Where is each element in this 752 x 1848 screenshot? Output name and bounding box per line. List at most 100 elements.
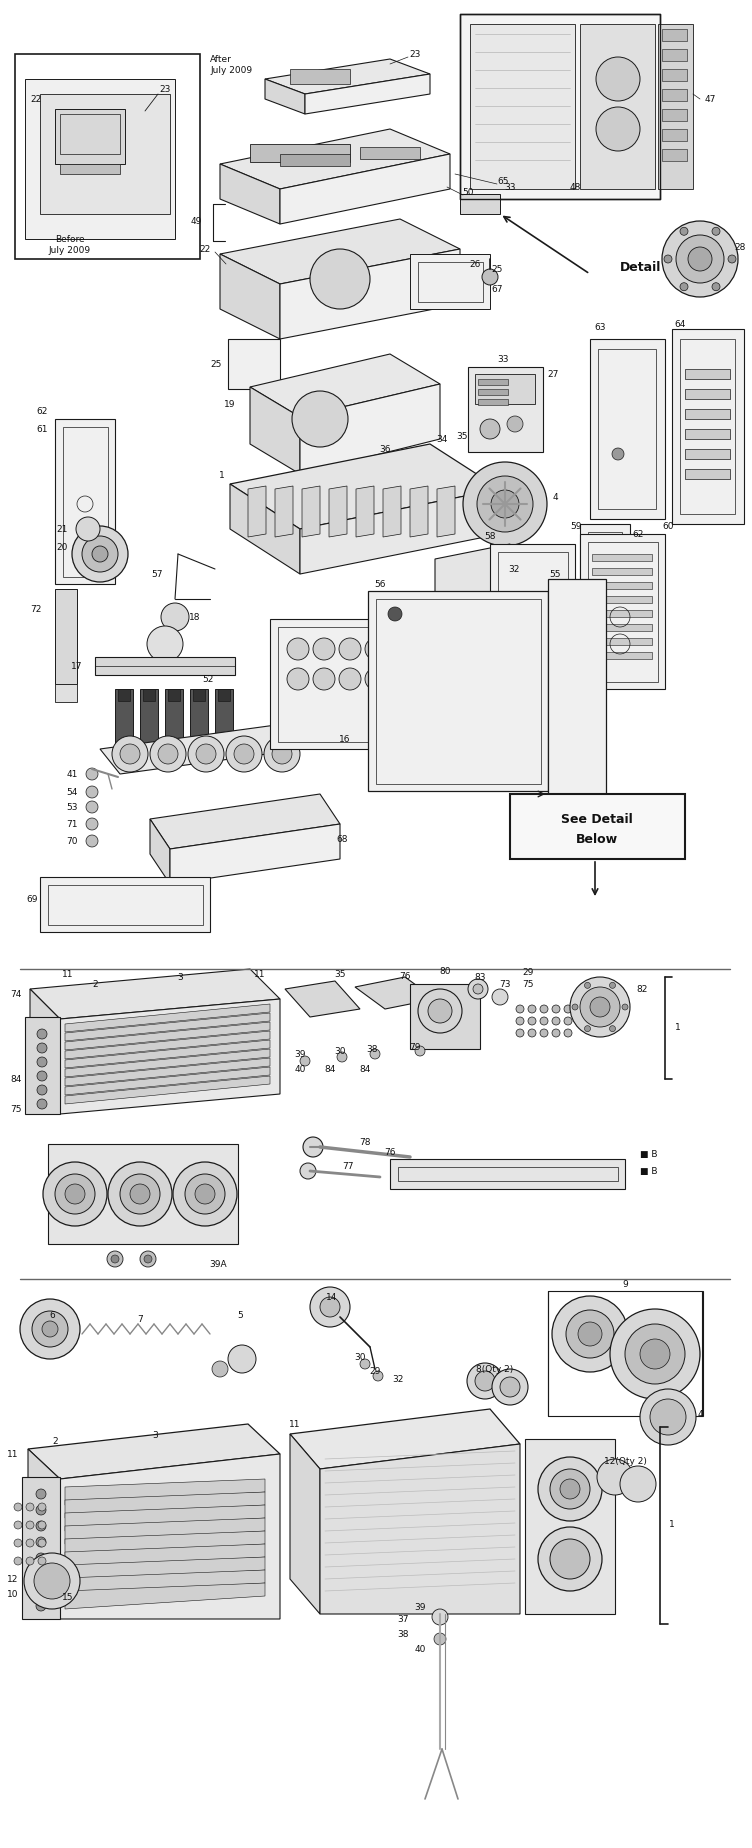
Text: 76: 76 bbox=[399, 972, 411, 981]
Circle shape bbox=[86, 769, 98, 780]
Text: 29: 29 bbox=[523, 968, 534, 978]
Text: 84: 84 bbox=[359, 1064, 371, 1074]
Circle shape bbox=[292, 392, 348, 447]
Circle shape bbox=[475, 1371, 495, 1392]
Polygon shape bbox=[65, 1022, 270, 1050]
Bar bbox=[278, 628, 433, 743]
Polygon shape bbox=[60, 1000, 280, 1114]
Bar bbox=[398, 1168, 618, 1181]
Circle shape bbox=[391, 669, 413, 691]
Polygon shape bbox=[65, 1478, 265, 1504]
Text: 62: 62 bbox=[632, 530, 644, 540]
Circle shape bbox=[120, 745, 140, 765]
Text: 29: 29 bbox=[369, 1368, 381, 1375]
Circle shape bbox=[196, 745, 216, 765]
Polygon shape bbox=[302, 486, 320, 538]
Polygon shape bbox=[65, 1558, 265, 1584]
Text: 16: 16 bbox=[339, 736, 350, 745]
Circle shape bbox=[14, 1558, 22, 1565]
Bar bbox=[685, 410, 730, 419]
Text: 15: 15 bbox=[62, 1593, 74, 1602]
Text: 25: 25 bbox=[211, 360, 222, 370]
Polygon shape bbox=[355, 978, 435, 1009]
Circle shape bbox=[313, 639, 335, 660]
Circle shape bbox=[415, 1046, 425, 1057]
Circle shape bbox=[32, 1312, 68, 1347]
Text: 39: 39 bbox=[414, 1602, 426, 1611]
Circle shape bbox=[566, 1310, 614, 1358]
Circle shape bbox=[590, 998, 610, 1018]
Circle shape bbox=[564, 1005, 572, 1013]
Circle shape bbox=[24, 1552, 80, 1610]
Circle shape bbox=[34, 1563, 70, 1599]
Circle shape bbox=[185, 1173, 225, 1214]
Bar bbox=[60, 115, 120, 155]
Text: 37: 37 bbox=[397, 1615, 409, 1624]
Text: 78: 78 bbox=[359, 1138, 371, 1148]
Text: 68: 68 bbox=[336, 835, 347, 845]
Circle shape bbox=[130, 1185, 150, 1205]
Bar bbox=[60, 164, 120, 176]
Circle shape bbox=[310, 1288, 350, 1327]
Polygon shape bbox=[65, 1584, 265, 1610]
Text: 26: 26 bbox=[469, 261, 481, 270]
Text: 25: 25 bbox=[491, 266, 502, 274]
Circle shape bbox=[36, 1569, 46, 1580]
Circle shape bbox=[360, 1360, 370, 1369]
Circle shape bbox=[540, 1018, 548, 1026]
Text: 50: 50 bbox=[462, 188, 474, 198]
Text: 72: 72 bbox=[31, 604, 42, 614]
Polygon shape bbox=[65, 1504, 265, 1532]
Text: 52: 52 bbox=[202, 675, 214, 684]
Polygon shape bbox=[220, 220, 460, 285]
Text: 38: 38 bbox=[366, 1044, 378, 1053]
Text: 76: 76 bbox=[384, 1148, 396, 1157]
Bar bbox=[548, 1292, 703, 1416]
Polygon shape bbox=[460, 15, 660, 200]
Text: 32: 32 bbox=[508, 565, 520, 575]
Polygon shape bbox=[265, 59, 430, 94]
Circle shape bbox=[234, 745, 254, 765]
Circle shape bbox=[264, 737, 300, 772]
Text: 35: 35 bbox=[456, 432, 468, 442]
Bar bbox=[662, 50, 687, 63]
Bar bbox=[672, 329, 744, 525]
Circle shape bbox=[26, 1539, 34, 1547]
Circle shape bbox=[552, 1005, 560, 1013]
Circle shape bbox=[228, 1345, 256, 1373]
Bar bbox=[63, 427, 108, 578]
Circle shape bbox=[373, 1371, 383, 1380]
Bar bbox=[680, 340, 735, 516]
Circle shape bbox=[365, 639, 387, 660]
Bar bbox=[48, 1144, 238, 1244]
Circle shape bbox=[37, 1072, 47, 1081]
Circle shape bbox=[612, 449, 624, 460]
Text: 30: 30 bbox=[354, 1353, 365, 1362]
Polygon shape bbox=[280, 249, 460, 340]
Circle shape bbox=[468, 979, 488, 1000]
Circle shape bbox=[38, 1502, 46, 1512]
Circle shape bbox=[507, 418, 523, 432]
Bar bbox=[475, 375, 535, 405]
Bar bbox=[470, 26, 575, 190]
Circle shape bbox=[86, 835, 98, 848]
Text: 58: 58 bbox=[484, 532, 496, 541]
Text: 3: 3 bbox=[177, 974, 183, 981]
Circle shape bbox=[528, 1029, 536, 1037]
Circle shape bbox=[36, 1538, 46, 1547]
Bar bbox=[55, 419, 115, 584]
Polygon shape bbox=[65, 1031, 270, 1059]
Circle shape bbox=[610, 1026, 615, 1031]
Bar bbox=[662, 109, 687, 122]
Polygon shape bbox=[30, 989, 60, 1114]
Circle shape bbox=[36, 1600, 46, 1611]
Circle shape bbox=[516, 1005, 524, 1013]
Polygon shape bbox=[65, 1532, 265, 1558]
Circle shape bbox=[482, 270, 498, 286]
Bar bbox=[376, 599, 541, 785]
Bar bbox=[215, 689, 233, 750]
Text: 23: 23 bbox=[409, 50, 420, 59]
Circle shape bbox=[528, 1005, 536, 1013]
Bar bbox=[290, 70, 350, 85]
Text: 49: 49 bbox=[190, 218, 202, 225]
